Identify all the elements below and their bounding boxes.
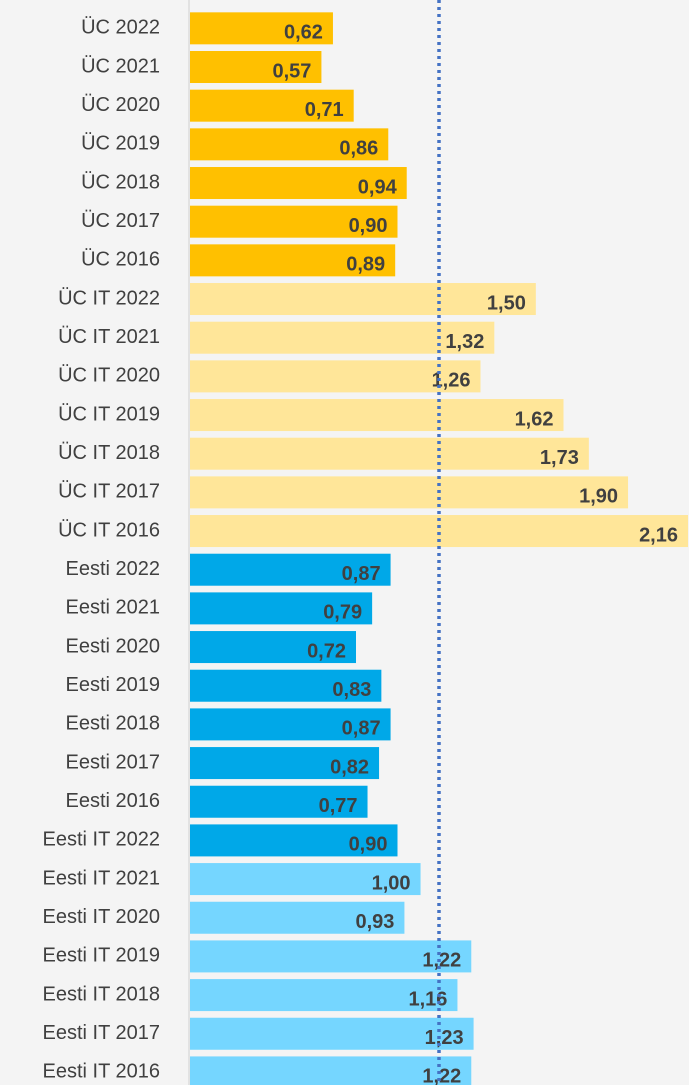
bar: [190, 747, 380, 780]
category-label: Eesti IT 2019: [43, 945, 160, 967]
bar: [190, 863, 421, 896]
bar: [190, 128, 389, 161]
bar: [190, 399, 564, 432]
category-label: Eesti 2019: [65, 674, 160, 696]
value-label: 0,71: [305, 99, 344, 121]
category-label: Eesti 2017: [65, 751, 160, 773]
category-label: Eesti IT 2022: [43, 829, 160, 851]
category-label: ÜC 2018: [81, 171, 160, 193]
bar: [190, 167, 407, 200]
category-label: ÜC 2016: [81, 249, 160, 271]
bar: [190, 321, 495, 354]
category-label: ÜC IT 2021: [58, 326, 160, 348]
value-label: 1,22: [422, 1066, 461, 1085]
bar: [190, 360, 481, 393]
category-label: Eesti 2022: [65, 558, 160, 580]
category-label: Eesti 2021: [65, 597, 160, 619]
bar: [190, 553, 391, 586]
category-label: Eesti IT 2016: [43, 1061, 160, 1083]
value-label: 1,22: [422, 950, 461, 972]
bar: [190, 940, 472, 973]
bar: [190, 979, 458, 1012]
category-label: ÜC 2021: [81, 55, 160, 77]
value-label: 0,87: [342, 563, 381, 585]
category-label: ÜC 2017: [81, 210, 160, 232]
value-label: 0,86: [339, 138, 378, 160]
value-label: 0,90: [349, 215, 388, 237]
value-label: 2,16: [639, 524, 678, 546]
value-label: 0,94: [358, 176, 398, 198]
bar: [190, 51, 322, 84]
value-label: 1,62: [515, 408, 554, 430]
value-label: 0,82: [330, 756, 369, 778]
value-label: 1,50: [487, 292, 526, 314]
category-label: ÜC IT 2016: [58, 519, 160, 541]
bar: [190, 205, 398, 238]
bar: [190, 1056, 472, 1085]
value-label: 0,87: [342, 718, 381, 740]
category-label: ÜC IT 2018: [58, 442, 160, 464]
bar: [190, 901, 405, 934]
value-label: 1,90: [579, 486, 618, 508]
category-label: Eesti 2018: [65, 713, 160, 735]
value-label: 1,73: [540, 447, 579, 469]
bar: [190, 89, 354, 122]
bar: [190, 476, 629, 509]
category-label: Eesti 2016: [65, 790, 160, 812]
value-label: 0,72: [307, 640, 346, 662]
category-label: ÜC 2020: [81, 94, 160, 116]
value-label: 1,00: [372, 872, 411, 894]
bar: [190, 283, 536, 316]
value-label: 0,57: [272, 60, 311, 82]
value-label: 0,79: [323, 602, 362, 624]
bar: [190, 592, 373, 625]
value-label: 1,16: [409, 988, 448, 1010]
category-label: Eesti IT 2020: [43, 906, 160, 928]
bar: [190, 244, 396, 277]
bar: [190, 12, 333, 45]
category-label: Eesti IT 2017: [43, 1022, 160, 1044]
category-label: Eesti IT 2021: [43, 867, 160, 889]
value-label: 0,77: [319, 795, 358, 817]
bar: [190, 785, 368, 818]
value-label: 0,83: [332, 679, 371, 701]
value-label: 0,62: [284, 22, 323, 44]
category-label: ÜC 2022: [81, 17, 160, 39]
bar: [190, 824, 398, 857]
bar: [190, 631, 356, 664]
value-label: 1,32: [445, 331, 484, 353]
bar: [190, 669, 382, 702]
category-label: ÜC IT 2017: [58, 481, 160, 503]
bar: [190, 1017, 474, 1050]
value-label: 1,23: [425, 1027, 464, 1049]
category-label: ÜC IT 2020: [58, 365, 160, 387]
category-label: Eesti 2020: [65, 635, 160, 657]
category-label: Eesti IT 2018: [43, 983, 160, 1005]
bar: [190, 437, 589, 470]
value-label: 0,93: [355, 911, 394, 933]
category-label: ÜC IT 2022: [58, 287, 160, 309]
bar: [190, 708, 391, 741]
category-label: ÜC 2019: [81, 133, 160, 155]
value-label: 1,26: [432, 370, 471, 392]
value-label: 0,89: [346, 254, 385, 276]
value-label: 0,90: [349, 834, 388, 856]
category-label: ÜC IT 2019: [58, 403, 160, 425]
